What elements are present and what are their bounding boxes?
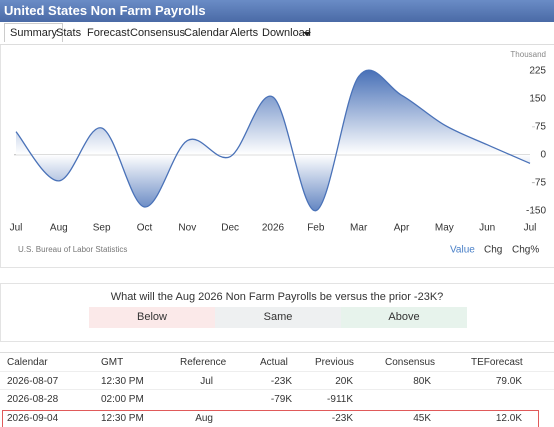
choice-button[interactable]: Same [215, 307, 341, 328]
source: U.S. Bureau of Labor Statistics [18, 245, 127, 254]
y-tick-label: -150 [526, 205, 546, 216]
x-tick-label: Sep [93, 223, 111, 234]
divider [0, 352, 554, 353]
y-tick-label: 225 [529, 66, 546, 77]
x-tick-label: Nov [178, 223, 196, 234]
tab[interactable]: Summary [4, 23, 64, 42]
table-cell: -911K [327, 394, 353, 405]
table-cell: 2026-09-04 [7, 413, 59, 424]
chart: Thousand U.S. Bureau of Labor Statistics… [10, 50, 547, 256]
view-toggle[interactable]: Chg [484, 245, 502, 256]
x-tick-label: Oct [137, 223, 153, 234]
table-cell: -23K [270, 376, 292, 387]
column-header: GMT [101, 357, 124, 368]
column-header: Consensus [385, 357, 436, 368]
page-title: United States Non Farm Payrolls [4, 3, 206, 18]
choice-button[interactable]: Below [89, 307, 215, 328]
table-cell: Jul [200, 376, 213, 387]
table-cell: -23K [331, 413, 353, 424]
x-tick-label: Apr [394, 223, 410, 234]
view-toggle[interactable]: Chg% [512, 245, 539, 256]
x-tick-label: Jul [524, 223, 537, 234]
y-tick-label: 0 [540, 149, 546, 160]
column-header: Reference [180, 357, 227, 368]
table-cell: 12:30 PM [101, 376, 144, 387]
y-tick-label: -75 [532, 177, 547, 188]
table-cell: 2026-08-28 [7, 394, 59, 405]
choice-button[interactable]: Above [341, 307, 467, 328]
header: United States Non Farm Payrolls [0, 0, 554, 22]
x-tick-label: May [435, 223, 454, 234]
question-panel [0, 283, 554, 342]
tab[interactable]: Download [262, 27, 311, 39]
table-cell: 80K [413, 376, 431, 387]
tab[interactable]: Stats [56, 27, 82, 39]
column-header: Actual [260, 357, 288, 368]
table-cell: 45K [413, 413, 431, 424]
y-tick-label: 75 [535, 121, 547, 132]
table-cell: 12:30 PM [101, 413, 144, 424]
row-divider [0, 371, 554, 372]
divider [0, 44, 554, 45]
dropdown-caret [303, 32, 311, 36]
table-cell: 79.0K [495, 376, 522, 387]
area-line [15, 69, 531, 212]
table-cell: 02:00 PM [101, 394, 144, 405]
table-cell: 20K [335, 376, 353, 387]
question: What will the Aug 2026 Non Farm Payrolls… [110, 291, 444, 303]
tab[interactable]: Consensus [130, 27, 186, 39]
x-tick-label: Jul [10, 223, 23, 234]
table-cell: 12.0K [495, 413, 522, 424]
tab[interactable]: Alerts [230, 27, 259, 39]
x-tick-label: Mar [350, 223, 368, 234]
row-highlight [2, 410, 539, 427]
x-tick-label: Dec [221, 223, 239, 234]
y-tick-label: 150 [529, 94, 546, 105]
column-header: TEForecast [471, 357, 523, 368]
y-unit: Thousand [510, 50, 546, 59]
view-toggle[interactable]: Value [450, 245, 475, 256]
x-tick-label: Feb [307, 223, 325, 234]
area-fill [16, 70, 530, 211]
row-divider [0, 389, 554, 390]
x-tick-label: Jun [479, 223, 495, 234]
column-header: Calendar [7, 357, 48, 368]
x-tick-label: 2026 [262, 223, 285, 234]
x-tick-label: Aug [50, 223, 68, 234]
tab[interactable]: Forecast [87, 27, 130, 39]
table-cell: Aug [195, 413, 213, 424]
table-cell: -79K [270, 394, 292, 405]
tab[interactable]: Calendar [184, 27, 229, 39]
table-cell: 2026-08-07 [7, 376, 59, 387]
column-header: Previous [315, 357, 354, 368]
chart-panel [0, 45, 554, 268]
